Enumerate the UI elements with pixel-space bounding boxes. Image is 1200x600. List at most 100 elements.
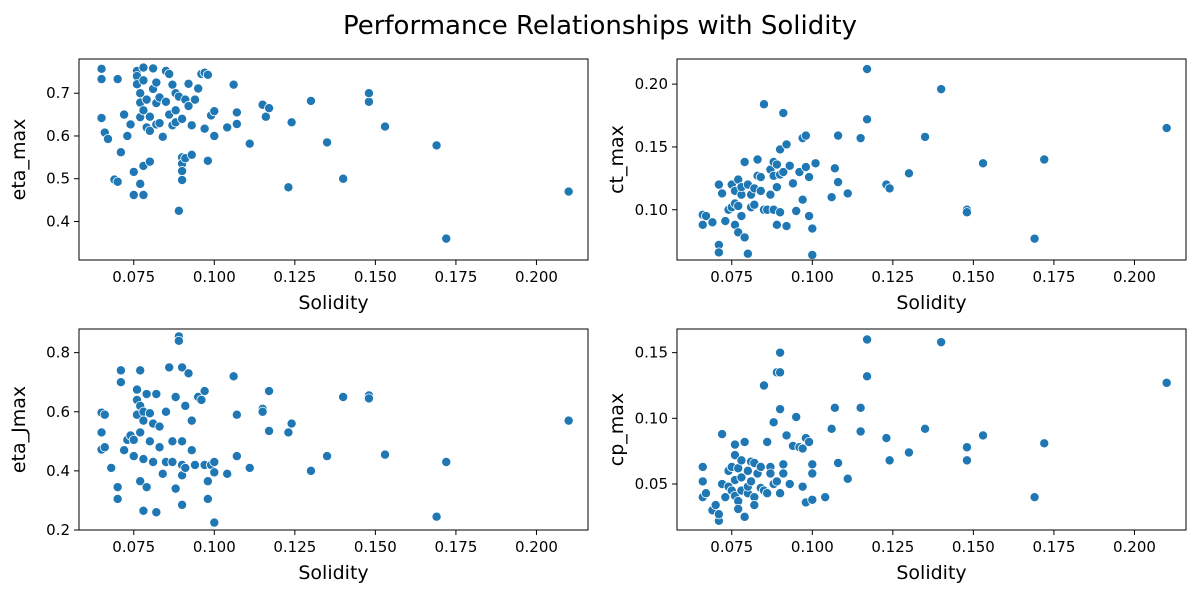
x-tick-label: 0.075 <box>112 268 155 286</box>
data-point <box>186 120 197 131</box>
data-point <box>720 492 731 503</box>
data-point <box>167 457 178 468</box>
data-point <box>807 494 818 505</box>
data-point <box>202 476 213 487</box>
x-tick-label: 0.200 <box>1113 538 1156 556</box>
data-point <box>363 96 374 107</box>
data-point <box>717 429 728 440</box>
data-point <box>128 434 139 445</box>
data-point <box>283 182 294 193</box>
x-tick-label: 0.175 <box>434 268 477 286</box>
data-point <box>441 457 452 468</box>
data-point <box>736 211 747 222</box>
data-point <box>961 455 972 466</box>
data-point <box>881 433 892 444</box>
data-point <box>1161 377 1172 388</box>
y-tick-label: 0.4 <box>46 213 70 231</box>
data-point <box>797 194 808 205</box>
data-point <box>746 476 757 487</box>
y-axis-label: eta_max <box>8 119 30 201</box>
data-point <box>791 412 802 423</box>
data-point <box>778 108 789 119</box>
data-point <box>842 473 853 484</box>
data-point <box>742 465 753 476</box>
data-point <box>119 445 130 456</box>
data-point <box>862 64 873 75</box>
data-point <box>202 69 213 80</box>
data-point <box>244 462 255 473</box>
x-tick-label: 0.150 <box>354 538 397 556</box>
data-point <box>749 199 760 210</box>
data-point <box>862 371 873 382</box>
data-point <box>697 476 708 487</box>
data-point <box>286 418 297 429</box>
x-tick-label: 0.100 <box>791 268 834 286</box>
data-point <box>563 186 574 197</box>
data-point <box>141 482 152 493</box>
y-tick-label: 0.6 <box>46 403 70 421</box>
data-point <box>739 436 750 447</box>
scatter-series <box>96 331 574 528</box>
data-point <box>736 472 747 483</box>
data-point <box>733 200 744 211</box>
axes-frame <box>78 328 589 531</box>
data-point <box>771 219 782 230</box>
data-point <box>231 409 242 420</box>
data-point <box>222 468 233 479</box>
data-point <box>264 425 275 436</box>
data-point <box>855 133 866 144</box>
data-point <box>833 130 844 141</box>
data-point <box>826 192 837 203</box>
x-tick-label: 0.175 <box>1032 538 1075 556</box>
data-point <box>154 442 165 453</box>
data-point <box>729 439 740 450</box>
data-point <box>884 183 895 194</box>
data-point <box>177 175 188 186</box>
data-point <box>99 442 110 453</box>
data-point <box>199 123 210 134</box>
data-point <box>739 157 750 168</box>
data-point <box>231 107 242 118</box>
data-point <box>264 103 275 114</box>
x-tick-label: 0.175 <box>434 538 477 556</box>
data-point <box>128 166 139 177</box>
data-point <box>151 507 162 518</box>
data-point <box>305 465 316 476</box>
data-point <box>833 177 844 188</box>
data-point <box>322 451 333 462</box>
data-point <box>112 482 123 493</box>
data-point <box>884 455 895 466</box>
data-point <box>164 68 175 79</box>
data-point <box>833 457 844 468</box>
data-point <box>186 415 197 426</box>
data-point <box>720 216 731 227</box>
data-point <box>138 505 149 516</box>
data-point <box>167 79 178 90</box>
data-point <box>829 163 840 174</box>
data-point <box>784 160 795 171</box>
data-point <box>563 415 574 426</box>
data-point <box>778 167 789 178</box>
data-point <box>771 159 782 170</box>
data-point <box>244 138 255 149</box>
data-point <box>170 483 181 494</box>
data-point <box>128 451 139 462</box>
data-point <box>1039 154 1050 165</box>
data-point <box>807 249 818 260</box>
data-point <box>173 205 184 216</box>
data-point <box>102 133 113 144</box>
data-point <box>257 406 268 417</box>
data-point <box>138 189 149 200</box>
x-tick-label: 0.200 <box>515 268 558 286</box>
subplot-4: 0.075 0.100 0.125 0.150 0.175 0.200 0.05 0.10 0.… <box>606 328 1187 584</box>
data-point <box>170 391 181 402</box>
data-point <box>920 131 931 142</box>
data-point <box>183 368 194 379</box>
data-point <box>903 168 914 179</box>
subplot-1: 0.075 0.100 0.125 0.150 0.175 0.200 0.4 0.5 0.6 0… <box>8 58 589 314</box>
data-point <box>768 417 779 428</box>
data-point <box>713 247 724 258</box>
data-point <box>431 511 442 522</box>
data-point <box>807 459 818 470</box>
